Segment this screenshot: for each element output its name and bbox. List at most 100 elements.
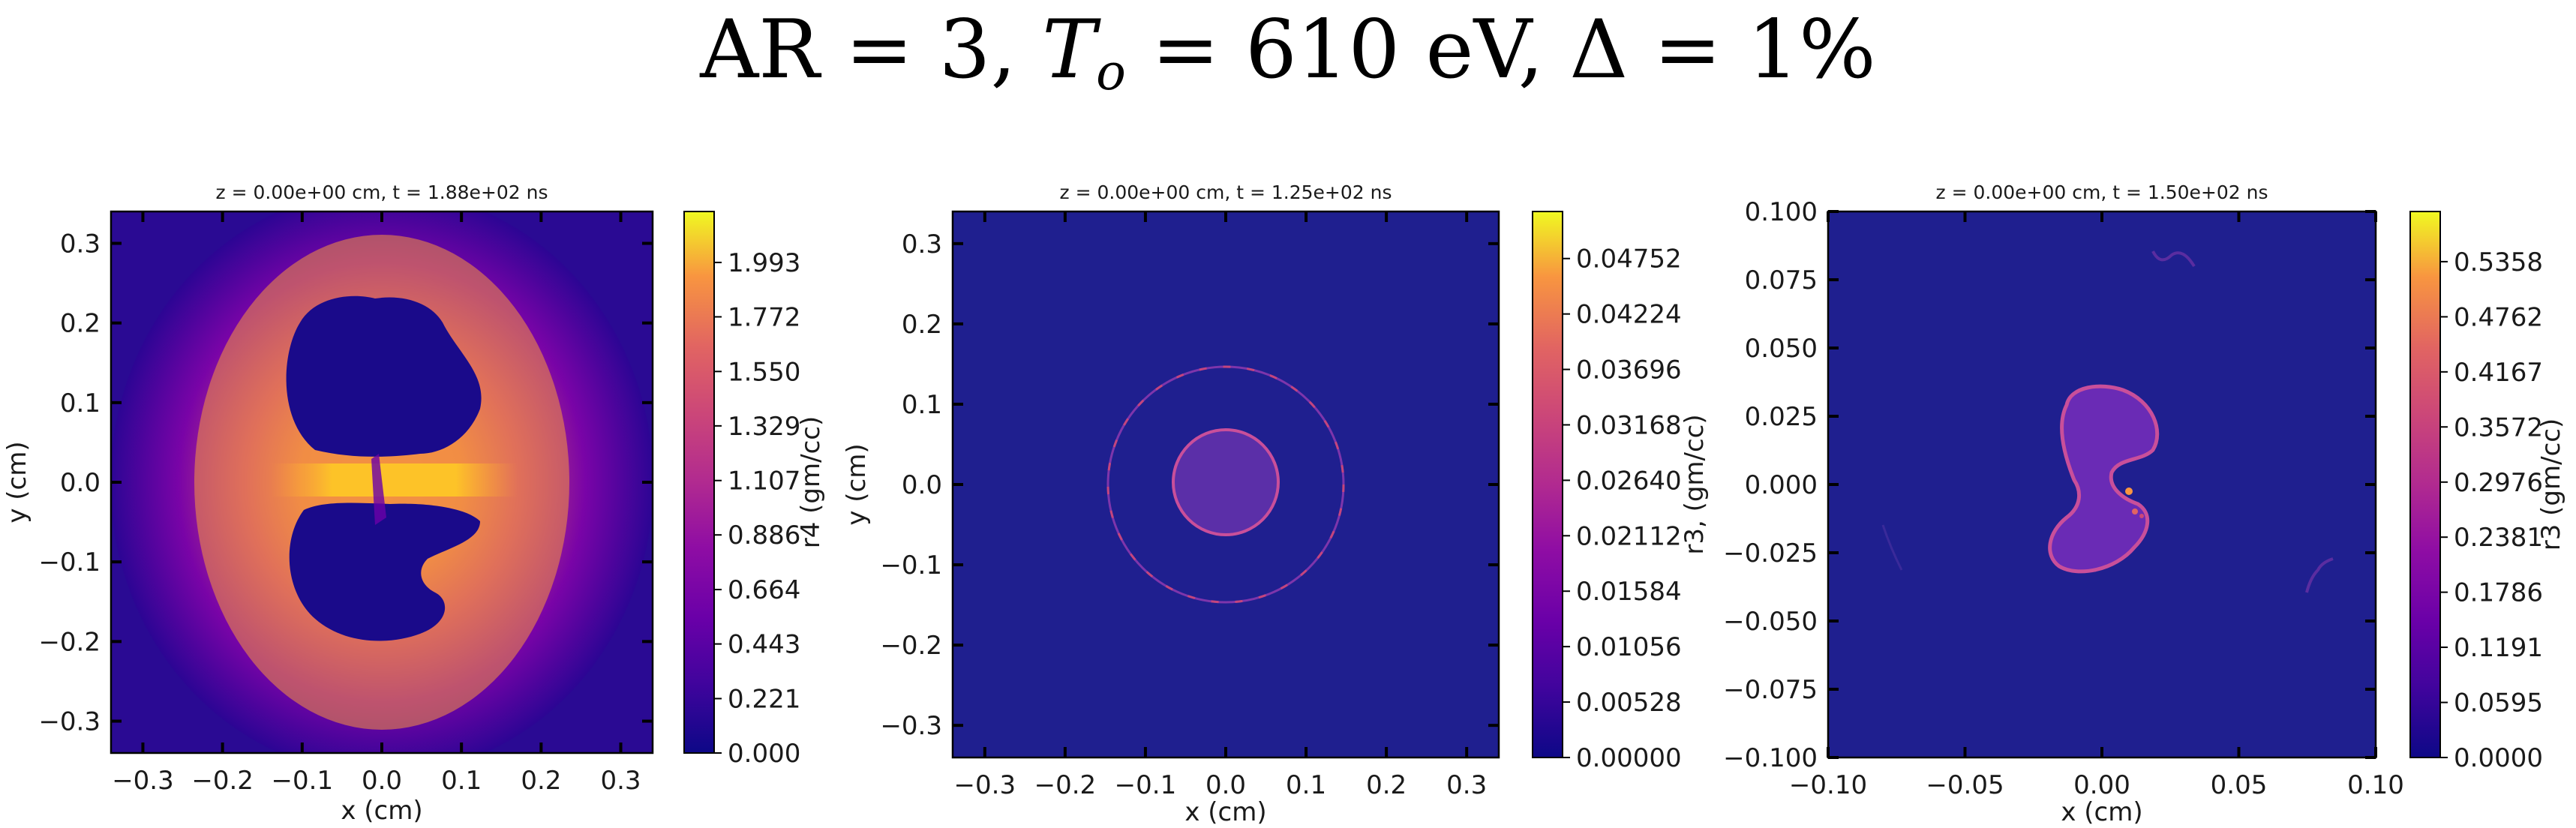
- panel-2-cb-tick-label: 0.02640: [1576, 466, 1682, 496]
- panel-1-cb-tick-label: 1.107: [728, 466, 800, 496]
- panel-3-cb-tick-label: 0.0000: [2454, 743, 2543, 773]
- panel-1-xtick-label: 0.1: [441, 766, 482, 796]
- panel-2-cb-tick-label: 0.04224: [1576, 300, 1682, 330]
- panel-3-cb-tick-label: 0.2381: [2454, 523, 2543, 553]
- panel-1-xtick-label: 0.2: [521, 766, 561, 796]
- panel-2-xlabel: x (cm): [1184, 797, 1266, 827]
- panel-1-upper-cavity: [286, 296, 482, 457]
- panel-1-colorbar-ticks: 0.000 0.221 0.443 0.664 0.886 1.107 1.329 1.550…: [714, 248, 800, 769]
- panel-1-cb-tick-label: 1.772: [728, 302, 800, 332]
- panel-2-cb-tick-label: 0.02112: [1576, 521, 1682, 551]
- panel-2-axes: −0.3 −0.2 −0.1 0.0 0.1 0.2 0.3 0.3 0.2 0.1 0.0 −0.1…: [880, 212, 1499, 800]
- panel-3-xtick-label: 0.10: [2347, 770, 2404, 800]
- panel-2-cb-tick-label: 0.00528: [1576, 688, 1682, 718]
- panel-1-ytick-label: 0.0: [60, 468, 101, 498]
- panel-1-cb-tick-label: 1.550: [728, 357, 800, 387]
- panel-1-xtick-label: −0.3: [112, 766, 174, 796]
- panel-3-colorbar-label: r3 (gm/cc): [2536, 418, 2566, 551]
- panel-2-ytick-label: 0.1: [902, 390, 942, 420]
- panel-3-ytick-label: −0.025: [1723, 538, 1818, 568]
- panel-3-xlabel: x (cm): [2061, 797, 2142, 827]
- panel-2-ytick-label: −0.1: [880, 550, 942, 580]
- panel-3-axes: −0.10 −0.05 0.00 0.05 0.10 0.100 0.075 0.050 0.0…: [1723, 197, 2404, 800]
- panel-2-heatmap: [953, 212, 1499, 758]
- panel-3-ytick-label: −0.075: [1723, 675, 1818, 705]
- panel-1-colorbar: [683, 211, 715, 754]
- panel-2-ytick-label: −0.3: [880, 711, 942, 741]
- panel-3-ytick-label: −0.100: [1723, 743, 1818, 773]
- panel-3-cb-tick-label: 0.1786: [2454, 578, 2543, 608]
- panel-1-title: z = 0.00e+00 cm, t = 1.88e+02 ns: [216, 182, 548, 203]
- panel-2-cb-tick-label: 0.04752: [1576, 244, 1682, 274]
- panel-3-title: z = 0.00e+00 cm, t = 1.50e+02 ns: [1936, 182, 2268, 203]
- panel-2-core: [1172, 428, 1280, 536]
- panel-3-cb-tick-label: 0.4762: [2454, 302, 2543, 332]
- panel-1-cb-tick-label: 0.000: [728, 739, 800, 769]
- panel-2-cb-tick-label: 0.01056: [1576, 632, 1682, 662]
- panel-3-ytick-label: 0.050: [1745, 334, 1818, 364]
- panel-r4: z = 0.00e+00 cm, t = 1.88e+02 ns −0.3 −0.…: [2, 182, 826, 826]
- panel-3-xtick-label: 0.00: [2073, 770, 2130, 800]
- panel-2-colorbar-ticks: 0.00000 0.00528 0.01056 0.01584 0.02112 0.026…: [1563, 244, 1682, 773]
- panel-1-axes: −0.3 −0.2 −0.1 0.0 0.1 0.2 0.3 0.3 0.2 0.1 0.0 −0.1…: [38, 212, 653, 796]
- panel-3-xtick-label: 0.05: [2211, 770, 2268, 800]
- panel-1-colorbar-label: r4 (gm/cc): [796, 416, 826, 549]
- panel-r3-early: z = 0.00e+00 cm, t = 1.25e+02 ns −0.3 −0.…: [842, 182, 1710, 827]
- panel-2-ylabel: y (cm): [842, 443, 872, 525]
- panel-3-ytick-label: 0.000: [1745, 470, 1818, 500]
- panel-2-xtick-label: −0.3: [954, 770, 1016, 800]
- panel-1-xtick-label: −0.2: [191, 766, 254, 796]
- panel-3-cb-tick-label: 0.3572: [2454, 412, 2543, 442]
- panel-1-xlabel: x (cm): [341, 796, 422, 826]
- panel-2-xtick-label: 0.2: [1366, 770, 1407, 800]
- panel-2-ytick-label: 0.2: [902, 310, 942, 340]
- panel-3-cb-tick-label: 0.4167: [2454, 358, 2543, 388]
- panel-2-cb-tick-label: 0.00000: [1576, 743, 1682, 773]
- panel-3-colorbar: [2409, 211, 2441, 758]
- title-lhs: AR = 3,: [700, 3, 1043, 97]
- panel-1-ylabel: y (cm): [2, 441, 32, 523]
- panel-1-cb-tick-label: 1.329: [728, 412, 800, 442]
- panel-3-cb-tick-label: 0.2976: [2454, 468, 2543, 498]
- panel-2-xtick-label: −0.2: [1034, 770, 1097, 800]
- panel-2-ytick-label: −0.2: [880, 631, 942, 661]
- panel-3-ytick-label: 0.025: [1745, 402, 1818, 432]
- panel-3-cb-tick-label: 0.0595: [2454, 688, 2543, 718]
- panel-3-ytick-label: −0.050: [1723, 607, 1818, 637]
- panel-1-cb-tick-label: 0.664: [728, 575, 800, 605]
- panel-3-xtick-label: −0.05: [1926, 770, 2004, 800]
- panel-2-cb-tick-label: 0.03696: [1576, 356, 1682, 386]
- panel-3-cb-tick-label: 0.1191: [2454, 633, 2543, 663]
- title-t-symbol: T: [1042, 3, 1097, 97]
- panel-1-ytick-label: 0.3: [60, 229, 101, 259]
- panel-1-cb-tick-label: 0.443: [728, 630, 800, 660]
- panel-2-cb-tick-label: 0.01584: [1576, 577, 1682, 607]
- panel-1-xtick-label: −0.1: [272, 766, 334, 796]
- panel-3-ytick-label: 0.075: [1745, 266, 1818, 296]
- panel-1-xtick-label: 0.0: [362, 766, 402, 796]
- panel-2-xtick-label: 0.3: [1446, 770, 1487, 800]
- panel-1-xtick-label: 0.3: [600, 766, 641, 796]
- panel-1-ytick-label: −0.3: [38, 707, 101, 737]
- panel-2-xtick-label: 0.1: [1286, 770, 1326, 800]
- panel-1-ytick-label: −0.1: [38, 548, 101, 578]
- panel-1-cb-tick-label: 0.886: [728, 520, 800, 550]
- panel-1-cb-tick-label: 0.221: [728, 684, 800, 714]
- panel-2-ytick-label: 0.3: [902, 230, 942, 260]
- panel-3-cb-tick-label: 0.5358: [2454, 248, 2543, 278]
- panel-1-equatorial-sheet: [270, 464, 518, 496]
- panel-3-colorbar-ticks: 0.0000 0.0595 0.1191 0.1786 0.2381 0.2976 0.35…: [2440, 248, 2543, 773]
- panel-2-cb-tick-label: 0.03168: [1576, 410, 1682, 440]
- panel-1-ytick-label: 0.1: [60, 388, 101, 418]
- figure-title: AR = 3, To = 610 eV, Δ = 1%: [0, 3, 2576, 101]
- panel-3-ytick-label: 0.100: [1745, 197, 1818, 227]
- panel-2-colorbar-label: r3, (gm/cc): [1680, 414, 1710, 554]
- panel-1-cb-tick-label: 1.993: [728, 248, 800, 278]
- panel-1-heatmap: [111, 212, 653, 753]
- panel-1-ytick-label: 0.2: [60, 309, 101, 339]
- panel-1-ytick-label: −0.2: [38, 627, 101, 657]
- title-t-subscript: o: [1096, 44, 1126, 101]
- panel-2-xtick-label: −0.1: [1115, 770, 1177, 800]
- panel-2-colorbar: [1532, 211, 1563, 758]
